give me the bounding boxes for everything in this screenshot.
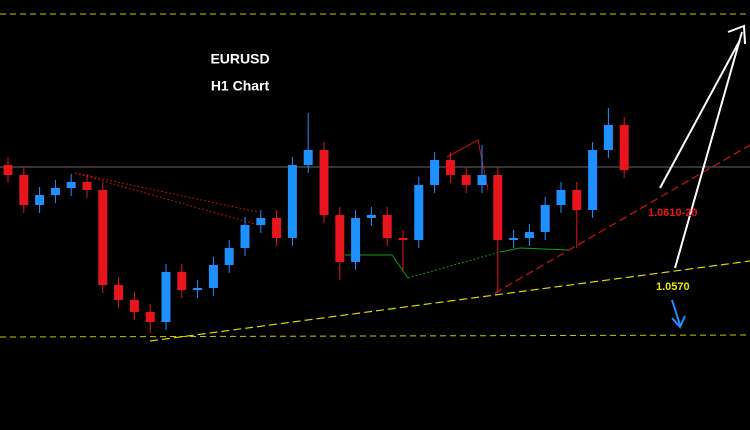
- candle-body: [224, 248, 234, 265]
- candle-body: [509, 238, 519, 240]
- arrow-head: [671, 315, 686, 329]
- candle-body: [35, 195, 45, 205]
- candle-body: [414, 185, 424, 240]
- candle-body: [145, 312, 155, 322]
- candle-body: [398, 238, 408, 240]
- level-line: [0, 334, 750, 338]
- chart-title: EURUSD: [210, 51, 269, 67]
- candle-body: [208, 265, 218, 288]
- candle-body: [540, 205, 550, 232]
- candle-body: [129, 300, 139, 312]
- candle-body: [82, 182, 92, 190]
- arrow: [674, 31, 743, 269]
- candle-body: [382, 215, 392, 238]
- pattern-line: [446, 139, 489, 191]
- trend-line: [74, 172, 259, 213]
- candle-body: [50, 188, 60, 195]
- candle-body: [98, 190, 108, 285]
- candle-body: [3, 165, 13, 175]
- candle-body: [319, 150, 329, 215]
- chart-subtitle: H1 Chart: [211, 78, 270, 94]
- arrow-head: [727, 24, 746, 45]
- candle-body: [303, 150, 313, 165]
- candle-body: [287, 165, 297, 238]
- candle-body: [114, 285, 124, 300]
- candle-body: [572, 190, 582, 210]
- candle-body: [240, 225, 250, 248]
- candles: [3, 108, 629, 333]
- candle-body: [66, 182, 76, 188]
- candle-body: [588, 150, 598, 210]
- drawings: [0, 13, 750, 342]
- candle-body: [366, 215, 376, 218]
- candle-body: [619, 125, 629, 170]
- candle-body: [493, 175, 503, 240]
- candle-body: [351, 218, 361, 262]
- pattern-line: [345, 254, 409, 279]
- candle-body: [461, 175, 471, 185]
- arrow: [671, 299, 681, 326]
- candle-body: [335, 215, 345, 262]
- candle-body: [477, 175, 487, 185]
- arrow: [659, 39, 741, 189]
- annotation: 1.0610-20: [648, 207, 698, 219]
- trend-line: [149, 260, 750, 342]
- candle-body: [256, 218, 266, 225]
- pattern-line: [499, 247, 569, 253]
- candle-body: [193, 288, 203, 290]
- trend-line: [494, 144, 750, 294]
- candle-body: [445, 160, 455, 175]
- candle-body: [161, 272, 171, 322]
- candle-body: [430, 160, 440, 185]
- annotation: 1.0570: [656, 281, 690, 293]
- candle-body: [19, 175, 29, 205]
- candle-body: [272, 218, 282, 238]
- candle-body: [177, 272, 187, 290]
- candle-body: [556, 190, 566, 205]
- candle-body: [603, 125, 613, 150]
- candle-body: [524, 232, 534, 238]
